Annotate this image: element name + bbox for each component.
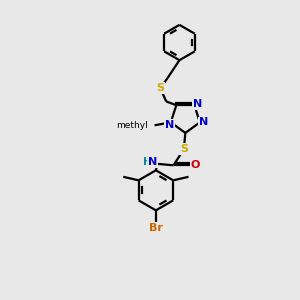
Text: methyl: methyl — [116, 121, 148, 130]
Text: N: N — [199, 117, 208, 127]
Text: S: S — [180, 144, 188, 154]
Text: N: N — [165, 120, 174, 130]
Text: S: S — [156, 83, 164, 93]
Text: N: N — [148, 158, 157, 167]
Text: O: O — [190, 160, 200, 170]
Text: N: N — [193, 99, 203, 109]
Text: H: H — [143, 158, 152, 167]
Text: Br: Br — [149, 223, 163, 233]
